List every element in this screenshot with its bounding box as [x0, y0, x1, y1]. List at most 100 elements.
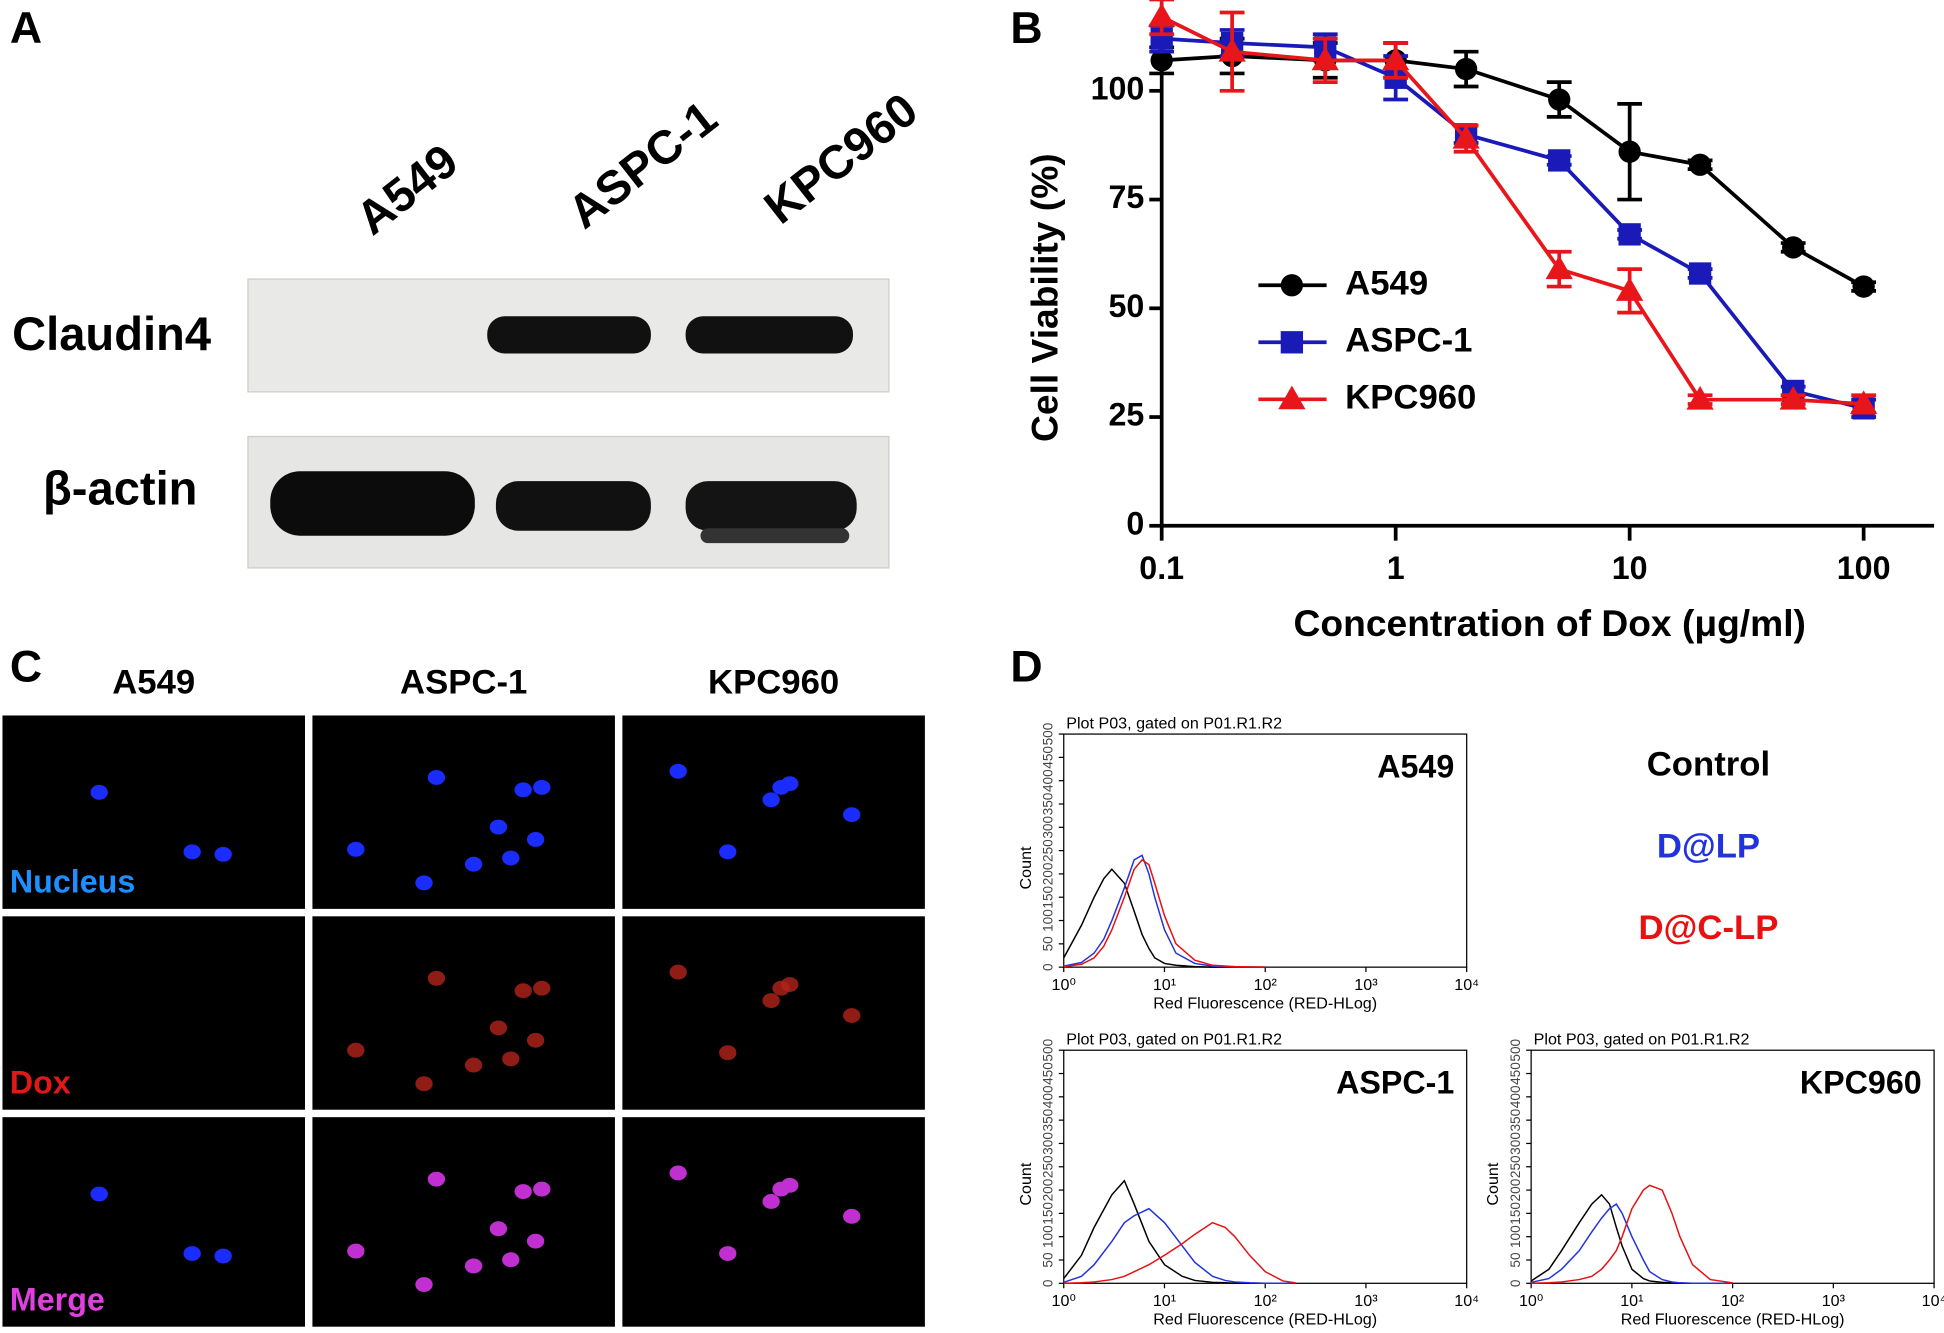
y-tick-label: 50: [1508, 1252, 1523, 1268]
cell: [90, 784, 108, 800]
y-tick-label: 450: [1040, 746, 1055, 769]
cell: [489, 819, 508, 835]
y-tick-label: 75: [1108, 179, 1144, 215]
x-tick-label: 10⁴: [1922, 1292, 1944, 1310]
series-line: [1531, 1184, 1733, 1285]
panel-label: B: [1010, 4, 1042, 53]
micrograph: [312, 715, 615, 909]
y-axis-label: Count: [1484, 1162, 1502, 1206]
cell: [669, 1165, 687, 1181]
channel-label: Merge: [10, 1281, 105, 1317]
cell: [347, 1042, 365, 1058]
cell: [214, 1248, 232, 1264]
micrograph: [312, 1117, 615, 1327]
micrograph: [2, 715, 305, 909]
cell: [183, 844, 201, 860]
cell: [719, 1246, 737, 1261]
cell: [526, 1032, 545, 1048]
marker: [1850, 390, 1878, 414]
row-label: Claudin4: [12, 307, 211, 360]
x-tick-label: 100: [1837, 550, 1891, 586]
y-tick-label: 100: [1040, 909, 1055, 932]
y-tick-label: 100: [1091, 70, 1145, 106]
y-tick-label: 0: [1508, 1279, 1523, 1287]
x-tick-label: 10²: [1721, 1292, 1745, 1310]
marker: [1548, 88, 1571, 111]
marker: [1311, 46, 1339, 71]
channel-label: Dox: [10, 1064, 71, 1100]
y-tick-label: 400: [1508, 1085, 1523, 1108]
cell: [843, 1008, 861, 1023]
cell: [762, 792, 780, 808]
cell: [781, 1177, 799, 1193]
legend-label: D@C-LP: [1639, 909, 1779, 947]
marker: [1688, 153, 1712, 176]
blot-band: [270, 471, 475, 536]
y-tick-label: 0: [1040, 1279, 1055, 1287]
y-tick-label: 500: [1040, 722, 1055, 745]
x-tick-label: 10⁰: [1052, 1292, 1076, 1310]
y-axis-label: Count: [1017, 846, 1035, 890]
y-tick-label: 400: [1040, 1085, 1055, 1108]
marker: [1150, 49, 1173, 72]
cell: [526, 1233, 545, 1249]
blot-band: [495, 481, 651, 531]
cell: [514, 782, 532, 798]
micrograph: [2, 1117, 305, 1327]
plot-annotation: KPC960: [1800, 1064, 1922, 1100]
cell: [427, 970, 446, 986]
cell: [415, 1277, 433, 1292]
cell: [843, 807, 861, 823]
micrograph: [622, 1117, 925, 1327]
marker: [1382, 46, 1410, 71]
channel-label: Nucleus: [10, 864, 135, 900]
y-tick-label: 200: [1508, 1178, 1523, 1201]
cell: [669, 763, 687, 779]
cell: [427, 770, 446, 785]
cell: [781, 977, 799, 992]
cell: [533, 1181, 551, 1197]
y-tick-label: 450: [1040, 1062, 1055, 1085]
cell: [464, 1057, 483, 1073]
cell: [502, 1051, 520, 1067]
marker: [1148, 3, 1176, 27]
cell: [533, 779, 551, 795]
cell: [533, 980, 551, 996]
cell: [415, 875, 433, 891]
cell: [669, 964, 687, 980]
x-axis-label: Concentration of Dox (μg/ml): [1294, 602, 1806, 644]
series-line: [1160, 15, 1864, 406]
legend-label: A549: [1345, 264, 1428, 302]
marker: [1686, 386, 1714, 410]
column-label: ASPC-1: [400, 664, 527, 702]
cell: [415, 1076, 433, 1092]
column-label: KPC960: [708, 664, 839, 702]
series-line: [1063, 1207, 1296, 1285]
x-tick-label: 10¹: [1153, 1292, 1177, 1310]
x-tick-label: 10⁴: [1454, 1292, 1479, 1310]
x-tick-label: 10⁴: [1454, 976, 1479, 994]
marker: [1782, 236, 1805, 259]
cell: [90, 1186, 108, 1202]
x-axis-label: Red Fluorescence (RED-HLog): [1621, 1311, 1845, 1329]
x-tick-label: 10⁰: [1519, 1292, 1543, 1310]
panel-label: C: [10, 642, 42, 691]
y-tick-label: 500: [1040, 1038, 1055, 1061]
marker: [1618, 140, 1641, 163]
blot-band: [685, 481, 857, 531]
x-tick-label: 10²: [1254, 976, 1278, 994]
series-line: [1063, 868, 1266, 968]
legend-label: Control: [1647, 745, 1770, 783]
legend-marker: [1280, 331, 1304, 354]
x-tick-label: 10²: [1254, 1292, 1278, 1310]
micrograph: [312, 916, 615, 1110]
marker: [1452, 125, 1480, 149]
cell: [214, 846, 232, 862]
series-line: [1530, 1203, 1733, 1285]
legend-label: KPC960: [1345, 378, 1476, 416]
micrograph: [2, 916, 305, 1110]
y-tick-label: 50: [1108, 288, 1144, 324]
column-label: A549: [112, 664, 195, 702]
